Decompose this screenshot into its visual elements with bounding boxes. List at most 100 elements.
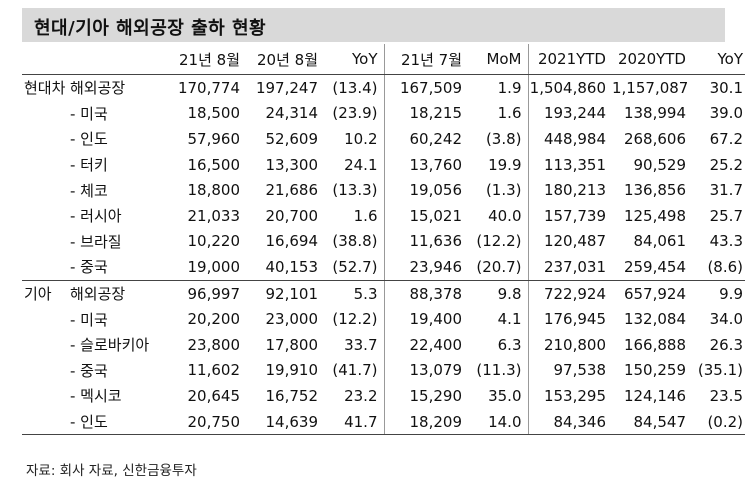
title-bar: 현대/기아 해외공장 출하 현황	[22, 8, 725, 42]
table-cell: 157,739	[543, 206, 606, 225]
table-cell: 11,636	[409, 232, 463, 251]
table-row-kia-total: 기아 해외공장 96,997 92,101 5.3 88,378 9.8 722,924 657…	[22, 280, 745, 307]
header-cell: 2020YTD	[612, 44, 692, 75]
table-cell: 23,800	[187, 335, 241, 354]
table-cell: (12.2)	[324, 306, 385, 332]
table-cell: 18,500	[187, 104, 241, 123]
table-cell: 24,314	[265, 104, 319, 123]
table-cell: 24.1	[324, 151, 385, 178]
table-cell: 34.0	[709, 310, 743, 329]
header-cell: MoM	[468, 44, 529, 75]
table-cell: 26.3	[709, 335, 743, 354]
header-cell: 20년 8월	[246, 44, 324, 75]
table-cell: 1.6	[324, 202, 385, 229]
table-cell: 52,609	[265, 129, 319, 148]
table-row: - 러시아 21,033 20,700 1.6 15,021 40.0 157,739 125…	[22, 202, 745, 229]
table-cell: 19,000	[172, 254, 246, 281]
table-cell: 20,700	[265, 206, 319, 225]
table-cell: 25.2	[709, 155, 743, 174]
country-label: - 중국	[22, 254, 172, 281]
table-cell: 113,351	[543, 155, 606, 174]
table-cell: 19,056	[409, 181, 463, 200]
table-cell: (23.9)	[324, 100, 385, 127]
table-cell: 40,153	[246, 254, 324, 281]
country-label: - 터키	[70, 156, 108, 175]
table-cell: 125,498	[623, 206, 686, 225]
table-cell: 170,774	[177, 78, 240, 97]
table-cell: 14,639	[246, 408, 324, 436]
country-label: - 미국	[70, 104, 108, 123]
table-row: - 슬로바키아 23,800 17,800 33.7 22,400 6.3 210,800 1…	[22, 331, 745, 358]
table-cell: (12.2)	[468, 228, 529, 255]
table-cell: 9.9	[719, 284, 743, 303]
country-label: - 멕시코	[70, 387, 122, 406]
table-cell: 60,242	[409, 129, 463, 148]
table-row: - 미국 20,200 23,000 (12.2) 19,400 4.1 176,945 13…	[22, 306, 745, 332]
table-cell: 11,602	[187, 361, 241, 380]
table-row: - 브라질 10,220 16,694 (38.8) 11,636 (12.2) 120,4…	[22, 228, 745, 255]
table-cell: 1,504,860	[529, 78, 606, 97]
table-cell: (13.4)	[324, 74, 385, 101]
row-label: 기아 해외공장	[22, 280, 172, 306]
table-cell: 17,800	[265, 335, 319, 354]
table-cell: 19,910	[265, 361, 319, 380]
table-cell: 153,295	[543, 386, 606, 405]
table-cell: (0.2)	[692, 408, 745, 436]
country-label: - 러시아	[70, 207, 122, 226]
country-label: - 인도	[70, 130, 108, 149]
table-cell: 57,960	[187, 129, 241, 148]
table-cell: 23,946	[384, 254, 468, 281]
table-cell: (11.3)	[468, 357, 529, 384]
table-cell: (41.7)	[324, 357, 385, 384]
table-cell: 90,529	[633, 155, 687, 174]
table-cell: 657,924	[623, 284, 686, 303]
table-cell: 13,760	[409, 155, 463, 174]
table-cell: 21,033	[187, 206, 241, 225]
table-cell: 33.7	[324, 331, 385, 358]
table-cell: 18,800	[187, 181, 241, 200]
table-cell: 18,215	[409, 104, 463, 123]
table-cell: 1.9	[468, 74, 529, 101]
table-cell: 16,500	[187, 155, 241, 174]
table-row: - 중국 11,602 19,910 (41.7) 13,079 (11.3) 97,538…	[22, 357, 745, 384]
shipment-table: 21년 8월 20년 8월 YoY 21년 7월 MoM 2021YTD 202…	[22, 44, 745, 436]
table-cell: 132,084	[623, 310, 686, 329]
table-cell: 20,645	[187, 386, 241, 405]
overseas-plant-label: 해외공장	[70, 285, 126, 304]
table-row-hyundai-total: 현대차 해외공장 170,774 197,247 (13.4) 167,509 1.9 1,5…	[22, 74, 745, 101]
table-cell: 19.9	[468, 151, 529, 178]
table-cell: 20,750	[172, 408, 246, 436]
table-cell: 84,346	[528, 408, 612, 436]
table-row: - 미국 18,500 24,314 (23.9) 18,215 1.6 193,244 13…	[22, 100, 745, 127]
table-cell: 10,220	[187, 232, 241, 251]
table-row: - 멕시코 20,645 16,752 23.2 15,290 35.0 153,295 12…	[22, 383, 745, 409]
table-cell: 120,487	[543, 232, 606, 251]
table-row: - 인도 57,960 52,609 10.2 60,242 (3.8) 448,984 26…	[22, 126, 745, 152]
table-cell: 9.8	[468, 280, 529, 307]
table-cell: 5.3	[324, 280, 385, 307]
table-cell: 20,200	[187, 310, 241, 329]
table-cell: 124,146	[623, 386, 686, 405]
table-cell: (35.1)	[697, 361, 743, 380]
table-cell: (13.3)	[324, 177, 385, 203]
table-cell: 67.2	[709, 129, 743, 148]
table-cell: (38.8)	[324, 228, 385, 255]
table-cell: 41.7	[324, 408, 385, 436]
table-cell: 25.7	[709, 206, 743, 225]
table-cell: 22,400	[409, 335, 463, 354]
header-blank	[22, 44, 172, 75]
row-label: 현대차 해외공장	[22, 75, 172, 101]
table-cell: 40.0	[468, 202, 529, 229]
table-cell: 210,800	[543, 335, 606, 354]
table-cell: 167,509	[399, 78, 462, 97]
table-cell: 15,290	[409, 386, 463, 405]
table-cell: 88,378	[409, 284, 463, 303]
table-cell: 21,686	[265, 181, 319, 200]
table-cell: 92,101	[265, 284, 319, 303]
table-cell: 180,213	[543, 181, 606, 200]
table-cell: 722,924	[543, 284, 606, 303]
table-cell: 39.0	[709, 104, 743, 123]
table-cell: 193,244	[543, 104, 606, 123]
table-cell: 96,997	[187, 284, 241, 303]
table-cell: 138,994	[623, 104, 686, 123]
